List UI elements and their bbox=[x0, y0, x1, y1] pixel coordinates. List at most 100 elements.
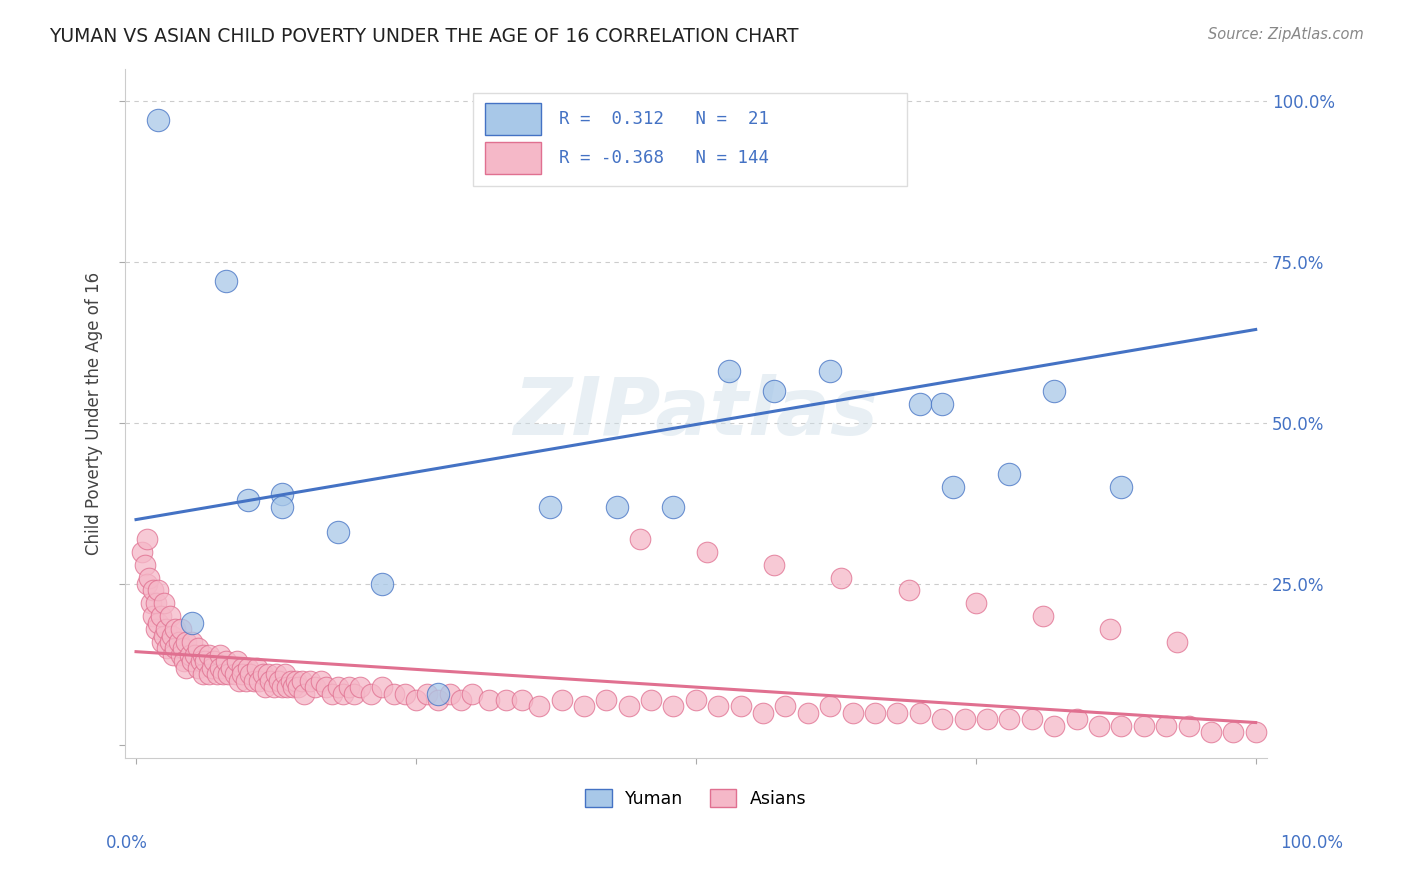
Point bbox=[259, 673, 281, 688]
Point bbox=[371, 577, 394, 591]
Point bbox=[1199, 725, 1222, 739]
Point bbox=[212, 667, 235, 681]
Point bbox=[595, 693, 617, 707]
Point bbox=[217, 667, 239, 681]
Point bbox=[153, 629, 176, 643]
Point bbox=[439, 687, 461, 701]
Point bbox=[830, 570, 852, 584]
Point bbox=[908, 396, 931, 410]
Point bbox=[246, 661, 269, 675]
Point bbox=[640, 693, 662, 707]
Point bbox=[252, 667, 274, 681]
Point bbox=[332, 687, 354, 701]
Point bbox=[148, 615, 170, 630]
Point bbox=[818, 699, 841, 714]
Point bbox=[235, 673, 257, 688]
Point bbox=[527, 699, 550, 714]
Point bbox=[184, 648, 207, 662]
Point bbox=[863, 706, 886, 720]
Point bbox=[538, 500, 561, 514]
Point bbox=[263, 680, 285, 694]
Point bbox=[165, 641, 187, 656]
Point bbox=[202, 654, 225, 668]
Point bbox=[1166, 635, 1188, 649]
Point bbox=[797, 706, 820, 720]
Point bbox=[326, 525, 349, 540]
Point bbox=[326, 680, 349, 694]
Point bbox=[190, 654, 212, 668]
Point bbox=[148, 583, 170, 598]
Point bbox=[478, 693, 501, 707]
Text: 0.0%: 0.0% bbox=[105, 834, 148, 852]
Text: YUMAN VS ASIAN CHILD POVERTY UNDER THE AGE OF 16 CORRELATION CHART: YUMAN VS ASIAN CHILD POVERTY UNDER THE A… bbox=[49, 27, 799, 45]
Point bbox=[662, 699, 685, 714]
Point bbox=[170, 622, 193, 636]
Point bbox=[349, 680, 371, 694]
Point bbox=[321, 687, 343, 701]
Point bbox=[572, 699, 595, 714]
Point bbox=[405, 693, 427, 707]
Point bbox=[187, 661, 209, 675]
Text: Source: ZipAtlas.com: Source: ZipAtlas.com bbox=[1208, 27, 1364, 42]
Point bbox=[337, 680, 360, 694]
Point bbox=[214, 274, 236, 288]
Point bbox=[461, 687, 484, 701]
Y-axis label: Child Poverty Under the Age of 16: Child Poverty Under the Age of 16 bbox=[86, 272, 103, 555]
Point bbox=[274, 667, 297, 681]
Point bbox=[1032, 609, 1054, 624]
Point bbox=[148, 113, 170, 128]
Point bbox=[155, 622, 177, 636]
Point bbox=[187, 641, 209, 656]
Point bbox=[181, 615, 204, 630]
Point bbox=[176, 661, 198, 675]
Point bbox=[908, 706, 931, 720]
Point bbox=[145, 622, 167, 636]
Point bbox=[427, 693, 450, 707]
Point bbox=[292, 687, 315, 701]
Point bbox=[170, 648, 193, 662]
Point bbox=[201, 661, 224, 675]
Point bbox=[194, 654, 217, 668]
Point bbox=[257, 667, 280, 681]
Point bbox=[628, 532, 651, 546]
Point bbox=[763, 384, 786, 398]
Point bbox=[371, 680, 394, 694]
Point bbox=[998, 712, 1021, 726]
Point bbox=[142, 609, 165, 624]
Point bbox=[239, 667, 262, 681]
Point bbox=[1111, 719, 1133, 733]
Point bbox=[269, 673, 291, 688]
FancyBboxPatch shape bbox=[485, 143, 540, 174]
Point bbox=[138, 570, 160, 584]
Point bbox=[153, 596, 176, 610]
Point bbox=[136, 532, 159, 546]
Point bbox=[696, 545, 718, 559]
Point bbox=[225, 654, 247, 668]
Point bbox=[942, 480, 965, 494]
Point bbox=[976, 712, 998, 726]
Point bbox=[685, 693, 707, 707]
Point bbox=[159, 609, 181, 624]
Point bbox=[208, 648, 231, 662]
Point bbox=[291, 673, 314, 688]
Point bbox=[662, 500, 685, 514]
Point bbox=[998, 467, 1021, 482]
Text: 100.0%: 100.0% bbox=[1279, 834, 1343, 852]
Point bbox=[1088, 719, 1111, 733]
Point bbox=[897, 583, 920, 598]
Point bbox=[231, 667, 253, 681]
Point bbox=[159, 635, 181, 649]
Point bbox=[198, 648, 221, 662]
Point bbox=[198, 667, 221, 681]
Point bbox=[208, 661, 231, 675]
Point bbox=[309, 673, 332, 688]
Point bbox=[281, 680, 304, 694]
Point bbox=[214, 654, 236, 668]
Point bbox=[718, 364, 741, 378]
Point bbox=[495, 693, 517, 707]
Point bbox=[1154, 719, 1177, 733]
Point bbox=[176, 635, 198, 649]
Text: ZIPatlas: ZIPatlas bbox=[513, 375, 879, 452]
Point bbox=[193, 648, 215, 662]
Point bbox=[276, 680, 298, 694]
